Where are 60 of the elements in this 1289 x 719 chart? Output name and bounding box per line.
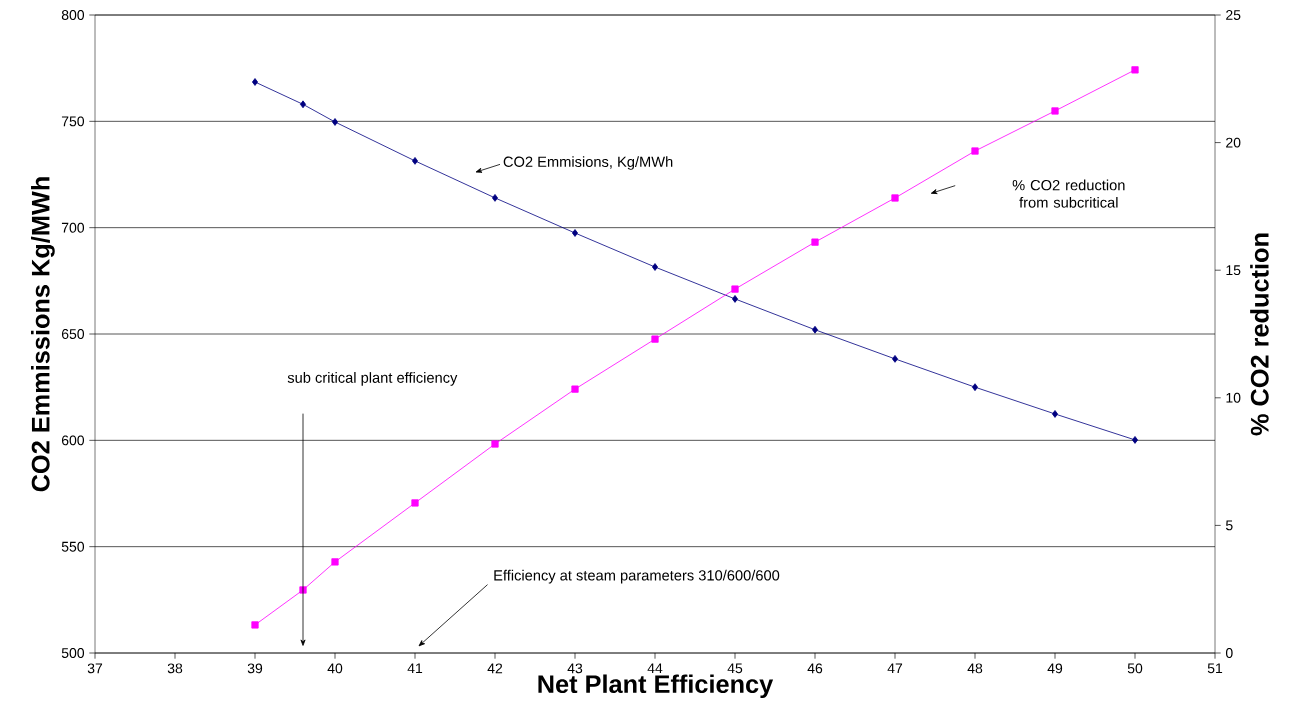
point bbox=[571, 385, 579, 393]
point bbox=[731, 285, 739, 293]
x-tick-label: 47 bbox=[887, 663, 903, 674]
y2-tick-label: 20 bbox=[1226, 137, 1241, 148]
point bbox=[651, 335, 659, 343]
point bbox=[331, 558, 339, 566]
y-tick-label: 700 bbox=[61, 222, 85, 233]
annotation: Efficiency at steam parameters 310/600/600 bbox=[494, 569, 780, 584]
point bbox=[491, 440, 499, 448]
x-tick-label: 43 bbox=[567, 663, 583, 674]
point bbox=[1132, 436, 1139, 444]
point bbox=[412, 157, 418, 165]
y-tick-label: 750 bbox=[61, 116, 85, 127]
point bbox=[251, 621, 259, 629]
y2-tick-label: 5 bbox=[1225, 520, 1233, 531]
x-tick-label: 38 bbox=[167, 663, 183, 674]
point bbox=[812, 325, 819, 334]
x-tick-label: 46 bbox=[807, 663, 823, 674]
y-axis-title: CO2 Emmissions Kg/MWh bbox=[31, 177, 55, 492]
point bbox=[732, 295, 739, 303]
x-tick-label: 48 bbox=[967, 663, 983, 674]
point bbox=[411, 499, 419, 507]
x-tick-label: 41 bbox=[407, 663, 423, 674]
point bbox=[252, 78, 259, 86]
point bbox=[332, 118, 339, 126]
x-tick-label: 40 bbox=[327, 663, 343, 674]
y2-tick-label: 0 bbox=[1225, 648, 1233, 658]
y-tick-label: 650 bbox=[61, 329, 85, 339]
x-tick-label: 51 bbox=[1207, 663, 1223, 674]
point bbox=[1052, 410, 1059, 418]
point bbox=[971, 147, 979, 155]
y2-axis-title: % CO2 reduction bbox=[1250, 233, 1269, 436]
annotation: % CO2 reduction from subcritical bbox=[1012, 179, 1125, 208]
y-tick-label: 600 bbox=[61, 435, 85, 446]
x-tick-label: 42 bbox=[487, 663, 503, 674]
annotation: CO2 Emmisions, Kg/MWh bbox=[503, 156, 673, 170]
point bbox=[492, 194, 498, 202]
y-tick-label: 550 bbox=[61, 541, 85, 552]
point bbox=[1051, 107, 1059, 115]
x-tick-label: 49 bbox=[1047, 663, 1063, 674]
point bbox=[652, 263, 659, 271]
x-tick-label: 37 bbox=[87, 663, 103, 674]
x-axis-title: Net Plant Efficiency bbox=[538, 674, 774, 699]
point bbox=[300, 100, 307, 109]
point bbox=[891, 194, 899, 202]
y-tick-label: 500 bbox=[61, 648, 85, 658]
point bbox=[1131, 66, 1139, 74]
x-tick-label: 45 bbox=[727, 663, 743, 674]
point bbox=[572, 229, 579, 237]
x-tick-label: 50 bbox=[1127, 663, 1143, 674]
annotation: sub critical plant efficiency bbox=[287, 372, 458, 386]
y2-tick-label: 25 bbox=[1226, 10, 1241, 20]
y-tick-label: 800 bbox=[61, 10, 85, 20]
point bbox=[811, 238, 819, 246]
y2-tick-label: 15 bbox=[1226, 265, 1241, 276]
point bbox=[972, 383, 979, 392]
x-tick-label: 39 bbox=[247, 663, 263, 674]
x-tick-label: 44 bbox=[647, 663, 663, 674]
point bbox=[892, 355, 899, 363]
y2-tick-label: 10 bbox=[1226, 392, 1241, 403]
